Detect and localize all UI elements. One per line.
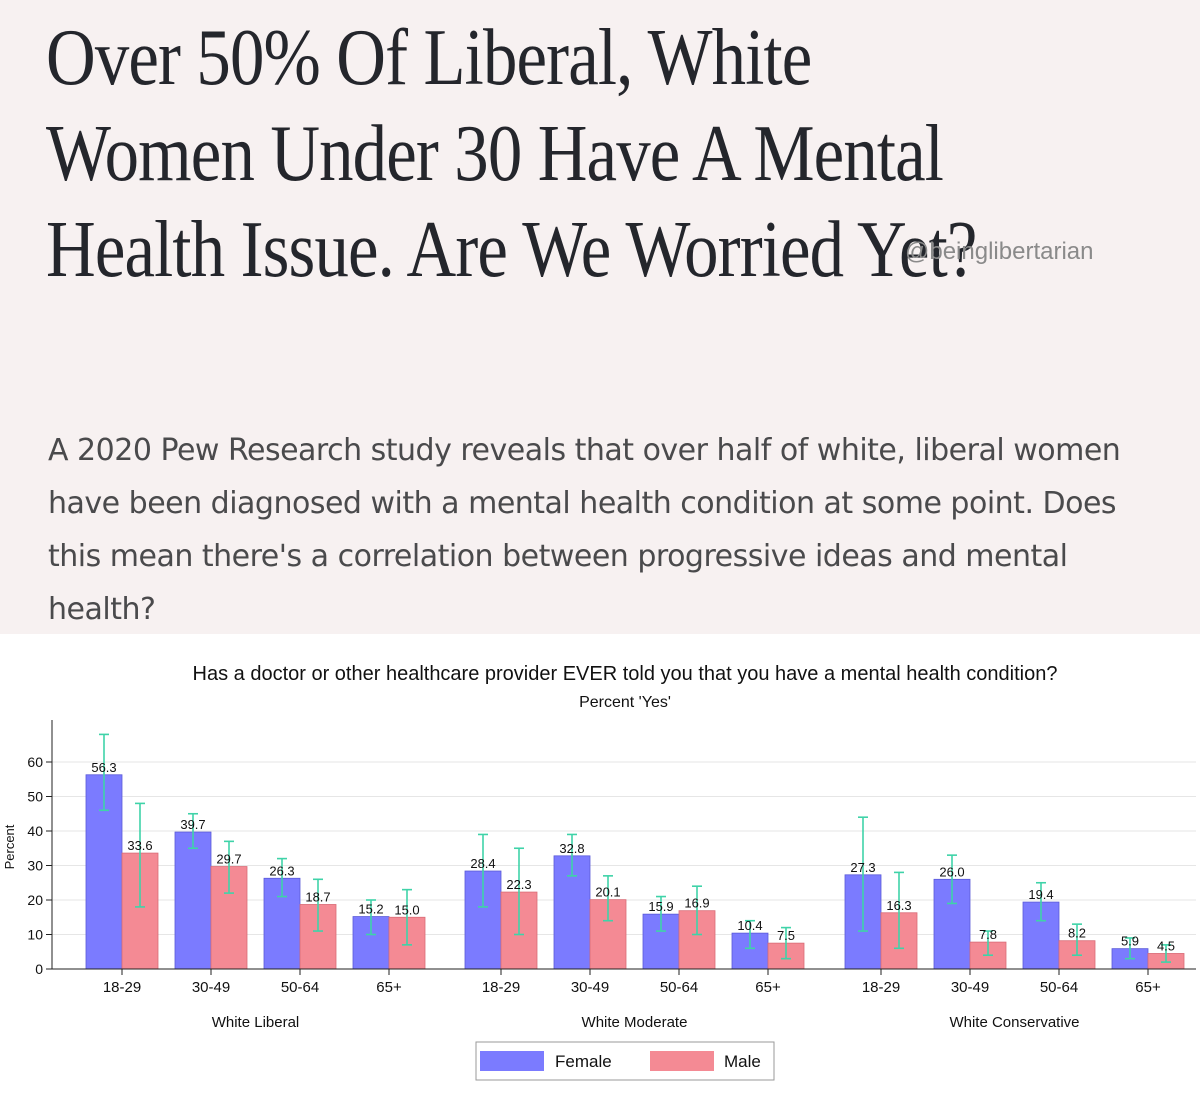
group-label: White Conservative <box>949 1014 1079 1031</box>
data-label-male: 8.2 <box>1068 926 1086 941</box>
x-tick-label: 50-64 <box>281 979 319 996</box>
x-tick-label: 18-29 <box>862 979 900 996</box>
headline: Over 50% Of Liberal, White Women Under 3… <box>46 14 977 294</box>
data-label-female: 27.3 <box>850 860 875 875</box>
data-label-female: 15.9 <box>648 899 673 914</box>
data-label-male: 7.5 <box>777 928 795 943</box>
y-tick-label: 50 <box>27 789 43 805</box>
y-tick-label: 0 <box>35 961 43 977</box>
data-label-male: 18.7 <box>305 889 330 904</box>
data-label-female: 26.3 <box>269 863 294 878</box>
x-tick-label: 65+ <box>1135 979 1161 996</box>
data-label-female: 19.4 <box>1028 887 1053 902</box>
y-tick-label: 20 <box>27 892 43 908</box>
chart-title: Has a doctor or other healthcare provide… <box>193 663 1058 685</box>
data-label-male: 22.3 <box>506 877 531 892</box>
legend-swatch-male <box>650 1051 714 1071</box>
chart-panel: Has a doctor or other healthcare provide… <box>0 634 1200 1100</box>
y-tick-label: 60 <box>27 754 43 770</box>
data-label-female: 5.9 <box>1121 934 1139 949</box>
data-label-male: 4.5 <box>1157 938 1175 953</box>
y-tick-label: 10 <box>27 927 43 943</box>
chart-subtitle: Percent 'Yes' <box>579 694 671 711</box>
group-label: White Liberal <box>212 1014 300 1031</box>
data-label-male: 20.1 <box>595 885 620 900</box>
data-label-female: 32.8 <box>559 841 584 856</box>
data-label-male: 33.6 <box>127 838 152 853</box>
x-tick-label: 50-64 <box>660 979 698 996</box>
author-handle: @beinglibertarian <box>905 238 1094 265</box>
data-label-female: 28.4 <box>470 856 495 871</box>
data-label-male: 15.0 <box>394 902 419 917</box>
data-label-female: 39.7 <box>180 817 205 832</box>
bar-female <box>174 831 212 970</box>
legend-label-female: Female <box>555 1052 612 1071</box>
legend-swatch-female <box>480 1051 544 1071</box>
x-tick-label: 18-29 <box>482 979 520 996</box>
data-label-female: 15.2 <box>358 902 383 917</box>
legend: Female Male <box>475 1041 775 1081</box>
y-tick-label: 40 <box>27 823 43 839</box>
data-label-female: 56.3 <box>91 760 116 775</box>
y-tick-label: 30 <box>27 858 43 874</box>
x-tick-label: 50-64 <box>1040 979 1078 996</box>
data-label-male: 16.3 <box>886 898 911 913</box>
x-tick-label: 30-49 <box>571 979 609 996</box>
data-label-male: 16.9 <box>684 896 709 911</box>
x-tick-label: 30-49 <box>192 979 230 996</box>
article-lede: A 2020 Pew Research study reveals that o… <box>48 433 1121 627</box>
x-tick-label: 65+ <box>376 979 402 996</box>
data-label-female: 26.0 <box>939 864 964 879</box>
x-tick-label: 18-29 <box>103 979 141 996</box>
group-label: White Moderate <box>582 1014 688 1031</box>
legend-label-male: Male <box>724 1052 761 1071</box>
x-tick-label: 65+ <box>755 979 781 996</box>
data-label-male: 7.8 <box>979 927 997 942</box>
data-label-male: 29.7 <box>216 852 241 867</box>
data-label-female: 10.4 <box>737 918 762 933</box>
x-tick-label: 30-49 <box>951 979 989 996</box>
bar-chart: Has a doctor or other healthcare provide… <box>2 663 1196 1081</box>
y-axis-label: Percent <box>2 824 17 869</box>
